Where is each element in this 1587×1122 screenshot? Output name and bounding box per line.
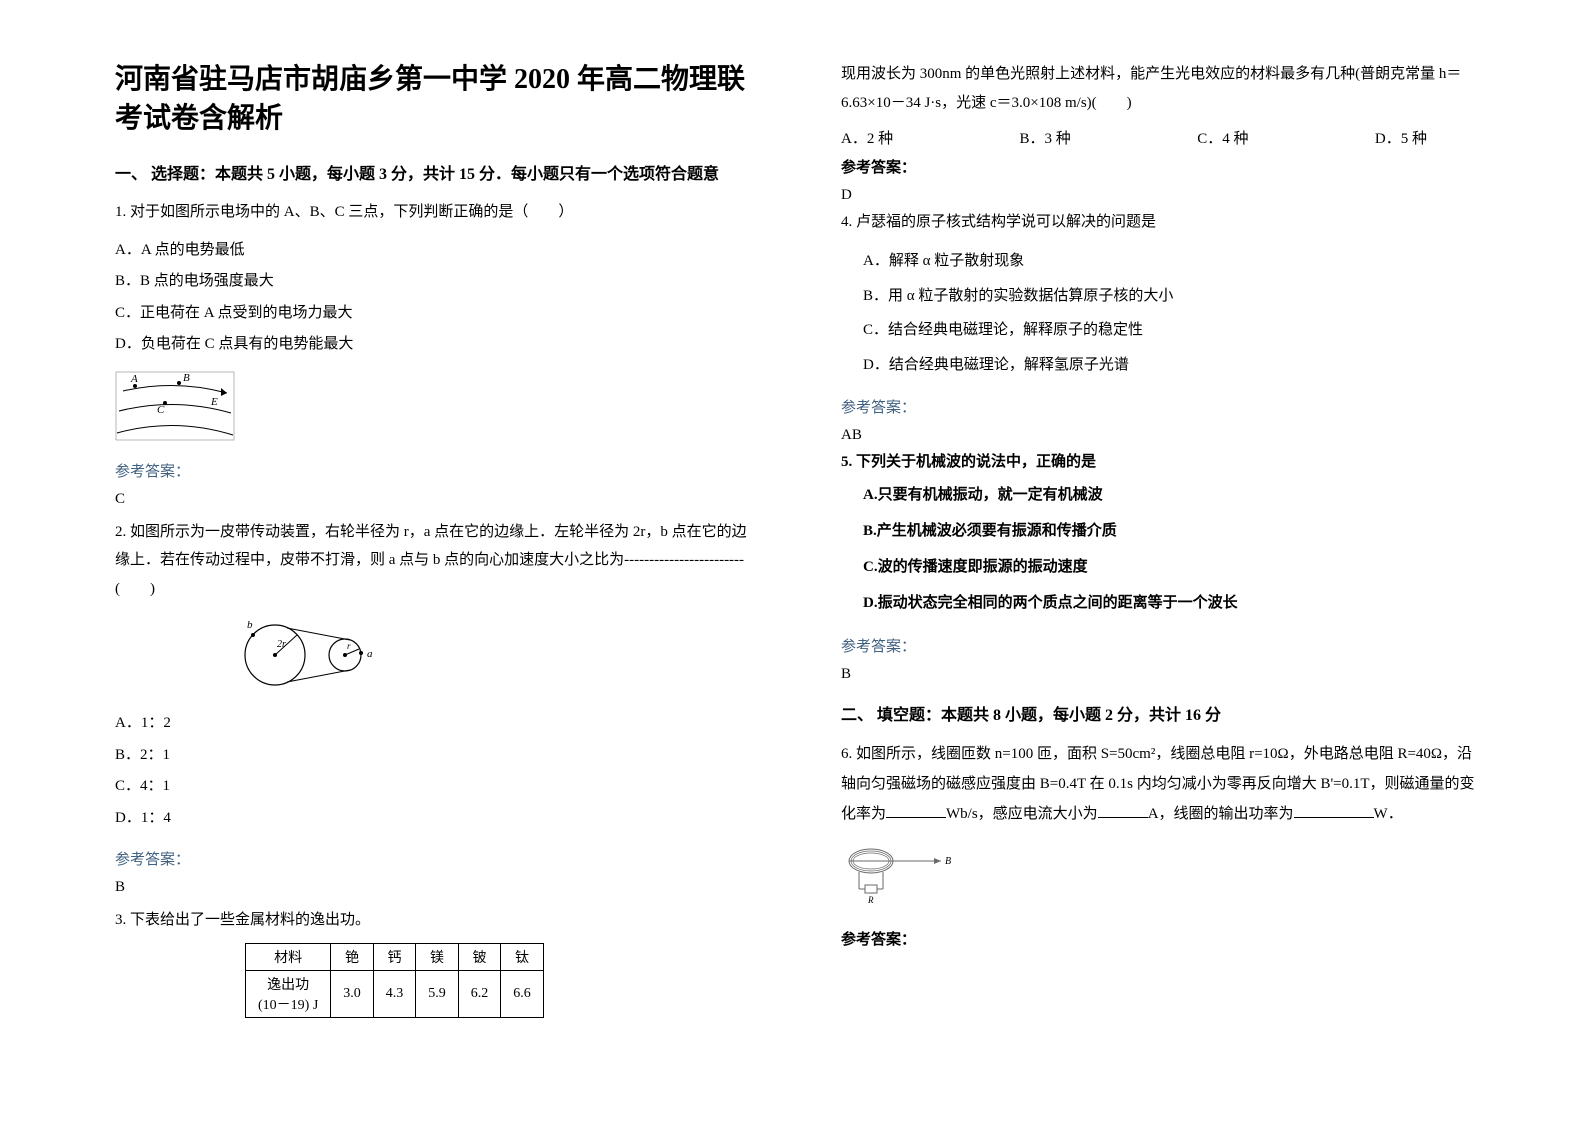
q1-figure: A B C E (115, 371, 761, 446)
q2-figure: b a 2r r (225, 613, 761, 698)
q3-opt-c: C．4 种 (1197, 125, 1248, 154)
blank-3 (1294, 803, 1374, 818)
table-cell: 铯 (331, 943, 374, 970)
fig6-label-b: B (945, 856, 951, 867)
table-cell: 4.3 (373, 970, 416, 1017)
left-column: 河南省驻马店市胡庙乡第一中学 2020 年高二物理联考试卷含解析 一、 选择题：… (95, 60, 801, 1092)
q5-opt-d: D.振动状态完全相同的两个质点之间的距离等于一个波长 (863, 585, 1487, 621)
q6-part4: W． (1374, 806, 1403, 822)
q4-opt-b: B．用 α 粒子散射的实验数据估算原子核的大小 (863, 279, 1487, 314)
table-cell: 6.6 (501, 970, 544, 1017)
table-row: 材料 铯 钙 镁 铍 钛 (246, 943, 544, 970)
q3-cont-stem: 现用波长为 300nm 的单色光照射上述材料，能产生光电效应的材料最多有几种(普… (841, 60, 1487, 117)
q6-stem: 6. 如图所示，线圈匝数 n=100 匝，面积 S=50cm²，线圈总电阻 r=… (841, 739, 1487, 829)
q3-table: 材料 铯 钙 镁 铍 钛 逸出功 (10－19) J 3.0 4.3 5.9 6… (245, 943, 544, 1018)
fig2-label-2r: 2r (277, 639, 286, 650)
section-2-header: 二、 填空题：本题共 8 小题，每小题 2 分，共计 16 分 (841, 701, 1487, 725)
q4-opt-d: D．结合经典电磁理论，解释氢原子光谱 (863, 348, 1487, 383)
q3-stem: 3. 下表给出了一些金属材料的逸出功。 (115, 906, 761, 935)
table-cell: 钙 (373, 943, 416, 970)
q2-answer-label: 参考答案： (115, 848, 761, 869)
q3-opt-d: D．5 种 (1375, 125, 1427, 154)
q4-answer-label: 参考答案： (841, 396, 1487, 417)
q6-answer-label: 参考答案： (841, 928, 1487, 949)
q4-answer: AB (841, 427, 1487, 444)
q1-stem: 1. 对于如图所示电场中的 A、B、C 三点，下列判断正确的是（ ） (115, 198, 761, 227)
right-column: 现用波长为 300nm 的单色光照射上述材料，能产生光电效应的材料最多有几种(普… (801, 60, 1507, 1092)
table-cell: 6.2 (458, 970, 501, 1017)
q1-answer-label: 参考答案： (115, 460, 761, 481)
q3-opts-row: A．2 种 B．3 种 C．4 种 D．5 种 (841, 125, 1487, 154)
fig2-label-a: a (367, 648, 373, 660)
page-title: 河南省驻马店市胡庙乡第一中学 2020 年高二物理联考试卷含解析 (115, 60, 761, 138)
table-cell: 材料 (246, 943, 331, 970)
q2-opt-c: C．4：1 (115, 771, 761, 803)
fig1-label-c: C (157, 404, 165, 416)
table-cell: 3.0 (331, 970, 374, 1017)
q2-opt-a: A．1：2 (115, 708, 761, 740)
q2-stem: 2. 如图所示为一皮带传动装置，右轮半径为 r，a 点在它的边缘上．左轮半径为 … (115, 518, 761, 604)
q3-answer: D (841, 187, 1487, 204)
q4-opt-a: A．解释 α 粒子散射现象 (863, 244, 1487, 279)
q5-opt-b: B.产生机械波必须要有振源和传播介质 (863, 513, 1487, 549)
q4-stem: 4. 卢瑟福的原子核式结构学说可以解决的问题是 (841, 208, 1487, 237)
q1-opt-d: D．负电荷在 C 点具有的电势能最大 (115, 329, 761, 361)
table-cell: 铍 (458, 943, 501, 970)
table-cell: 5.9 (416, 970, 459, 1017)
q1-opt-b: B．B 点的电场强度最大 (115, 266, 761, 298)
table-row: 逸出功 (10－19) J 3.0 4.3 5.9 6.2 6.6 (246, 970, 544, 1017)
q1-opt-c: C．正电荷在 A 点受到的电场力最大 (115, 298, 761, 330)
table-cell: 镁 (416, 943, 459, 970)
q3-opt-a: A．2 种 (841, 125, 893, 154)
section-1-header: 一、 选择题：本题共 5 小题，每小题 3 分，共计 15 分．每小题只有一个选… (115, 160, 761, 184)
q1-answer: C (115, 491, 761, 508)
table-cell: 钛 (501, 943, 544, 970)
q2-opt-d: D．1：4 (115, 803, 761, 835)
q3-opt-b: B．3 种 (1020, 125, 1071, 154)
q5-opt-c: C.波的传播速度即振源的振动速度 (863, 549, 1487, 585)
q3-answer-label: 参考答案： (841, 156, 1487, 177)
q6-part3: A，线圈的输出功率为 (1148, 806, 1294, 822)
q1-opt-a: A．A 点的电势最低 (115, 235, 761, 267)
fig1-label-e: E (210, 396, 218, 408)
blank-1 (886, 803, 946, 818)
q2-answer: B (115, 879, 761, 896)
q2-opt-b: B．2：1 (115, 740, 761, 772)
q5-answer-label: 参考答案： (841, 635, 1487, 656)
q5-opt-a: A.只要有机械振动，就一定有机械波 (863, 477, 1487, 513)
q6-part2: Wb/s，感应电流大小为 (946, 806, 1098, 822)
q6-figure: B R (841, 839, 1487, 914)
q4-opt-c: C．结合经典电磁理论，解释原子的稳定性 (863, 313, 1487, 348)
fig1-label-a: A (130, 373, 138, 385)
blank-2 (1098, 803, 1148, 818)
fig1-label-b: B (183, 372, 190, 384)
fig2-label-b: b (247, 619, 253, 631)
fig2-label-r: r (347, 641, 351, 651)
fig6-label-r: R (867, 895, 874, 905)
q5-stem: 5. 下列关于机械波的说法中，正确的是 (841, 448, 1487, 477)
table-cell: 逸出功 (10－19) J (246, 970, 331, 1017)
q5-answer: B (841, 666, 1487, 683)
